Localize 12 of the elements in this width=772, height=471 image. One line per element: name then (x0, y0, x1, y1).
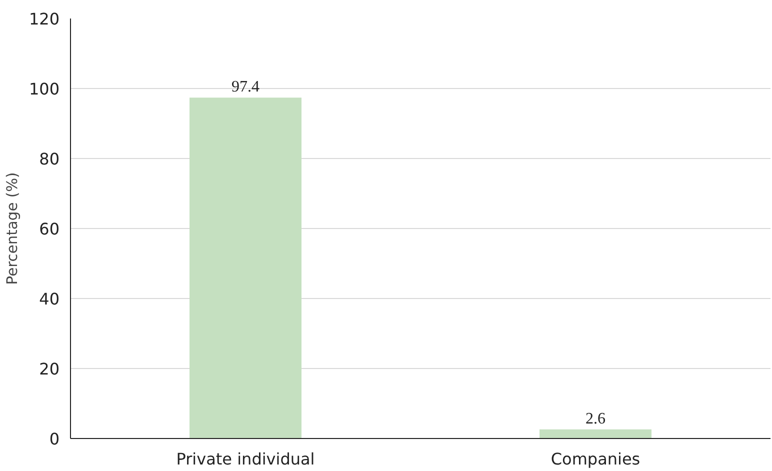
y-tick-label: 0 (49, 430, 60, 448)
y-axis-title: Percentage (%) (4, 172, 21, 285)
y-tick-label: 60 (39, 220, 60, 238)
y-tick-label: 120 (28, 10, 60, 28)
x-tick-label: Companies (550, 450, 640, 468)
x-tick-label: Private individual (176, 450, 315, 468)
data-label: 97.4 (232, 78, 260, 96)
y-tick-label: 100 (28, 80, 60, 98)
data-label: 2.6 (586, 410, 606, 428)
y-tick-label: 20 (39, 360, 60, 378)
y-tick-label: 40 (39, 290, 60, 308)
y-tick-label: 80 (39, 150, 60, 168)
